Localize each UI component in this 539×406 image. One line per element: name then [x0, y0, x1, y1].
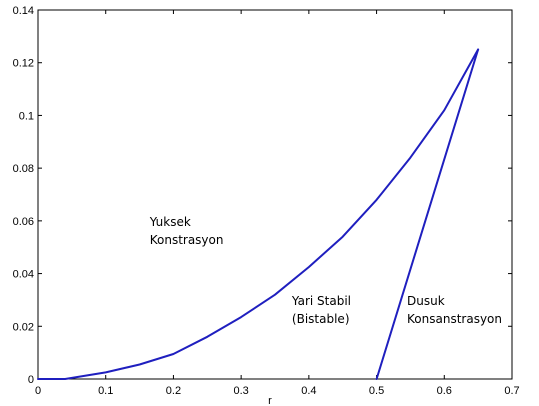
x-axis-label: r: [268, 395, 272, 406]
x-tick-label: 0.7: [504, 385, 519, 397]
annotation-2: Yari Stabil (Bistable): [291, 294, 351, 326]
y-tick-label: 0.06: [13, 216, 34, 228]
x-tick-label: 0.1: [98, 385, 113, 397]
y-tick-label: 0.14: [13, 5, 34, 17]
x-tick-label: 0: [35, 385, 41, 397]
y-tick-label: 0: [28, 374, 34, 386]
annotation-line: Yari Stabil: [291, 294, 351, 308]
annotation-line: Dusuk: [407, 294, 445, 308]
annotation-line: (Bistable): [292, 312, 350, 326]
x-tick-label: 0.4: [301, 385, 316, 397]
x-tick-label: 0.3: [233, 385, 248, 397]
annotation-3: Dusuk Konsanstrasyon: [407, 294, 502, 326]
y-tick-label: 0.1: [19, 110, 34, 122]
annotation-line: Yuksek: [149, 215, 191, 229]
annotation-line: Konstrasyon: [150, 233, 224, 247]
y-tick-label: 0.08: [13, 163, 34, 175]
x-tick-label: 0.5: [369, 385, 384, 397]
y-tick-label: 0.12: [13, 58, 34, 70]
y-tick-label: 0.02: [13, 321, 34, 333]
x-tick-label: 0.6: [437, 385, 452, 397]
series-line-2: [375, 48, 480, 380]
y-tick-label: 0.04: [13, 269, 34, 281]
annotation-1: Yuksek Konstrasyon: [149, 215, 224, 247]
annotation-line: Konsanstrasyon: [407, 312, 502, 326]
series-line-1: [37, 48, 480, 380]
x-tick-label: 0.2: [166, 385, 181, 397]
